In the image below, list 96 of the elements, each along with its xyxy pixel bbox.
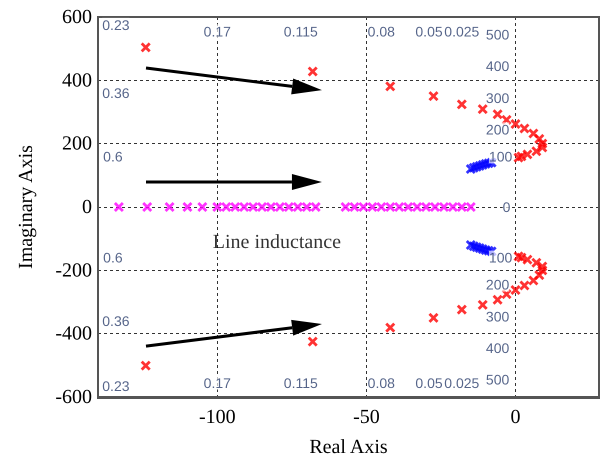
- point: [114, 202, 124, 212]
- y-axis-title: Imaginary Axis: [15, 144, 37, 269]
- y-tick-label: -200: [55, 259, 92, 282]
- point: [430, 202, 440, 212]
- point: [302, 202, 312, 212]
- annotation: 0.08: [368, 374, 396, 391]
- point: [519, 280, 530, 291]
- annotation: 0.6: [103, 250, 123, 266]
- x-axis-title: Real Axis: [309, 436, 388, 458]
- point: [292, 202, 303, 212]
- annotation: 0.23: [102, 378, 130, 394]
- y-tick-label: -400: [55, 322, 92, 345]
- point: [308, 336, 318, 347]
- annotation: 300: [486, 90, 510, 106]
- annotation: 0.05: [415, 23, 443, 40]
- y-tick-label: 200: [62, 132, 92, 155]
- point: [448, 202, 458, 212]
- point: [478, 104, 488, 114]
- point: [466, 202, 476, 212]
- point: [394, 202, 404, 212]
- annotation: 0.23: [102, 16, 130, 33]
- point: [519, 123, 530, 134]
- point: [502, 289, 512, 300]
- point: [358, 202, 368, 212]
- point: [510, 119, 520, 130]
- point: [239, 202, 250, 212]
- point: [257, 202, 268, 212]
- y-tick-label: 0: [82, 196, 92, 218]
- point: [212, 202, 222, 212]
- point: [142, 202, 152, 212]
- point: [510, 284, 520, 295]
- annotation: Line inductance: [212, 230, 342, 253]
- annotation: 0.115: [284, 23, 318, 40]
- annotation: 200: [486, 121, 510, 138]
- point: [513, 251, 524, 262]
- point: [531, 258, 542, 268]
- y-tick-label: 600: [62, 6, 92, 28]
- annotation: 0.115: [284, 374, 318, 391]
- point: [456, 99, 467, 110]
- point: [385, 81, 396, 92]
- point: [164, 202, 175, 212]
- point: [266, 202, 276, 212]
- annotation: 0: [502, 199, 511, 215]
- point: [385, 202, 396, 212]
- point: [230, 202, 240, 212]
- y-tick-label: -600: [55, 386, 92, 408]
- point: [513, 152, 524, 163]
- point: [274, 202, 285, 212]
- point: [310, 202, 321, 212]
- point: [531, 146, 542, 156]
- y-tick-label: 400: [62, 69, 92, 92]
- point: [492, 294, 503, 305]
- point: [140, 360, 151, 371]
- point: [349, 202, 360, 212]
- point: [428, 312, 438, 323]
- point: [438, 202, 449, 212]
- point: [456, 202, 467, 212]
- annotation: 0.025: [444, 374, 480, 391]
- annotation: 0.025: [444, 23, 480, 40]
- point: [428, 91, 438, 102]
- annotation: 400: [486, 340, 510, 356]
- point: [492, 109, 503, 120]
- point: [284, 202, 294, 212]
- point: [478, 300, 488, 310]
- annotation: 500: [486, 26, 510, 42]
- point: [367, 202, 378, 212]
- annotation: 500: [486, 372, 510, 388]
- annotation: 0.17: [204, 374, 232, 391]
- annotation: 100: [488, 148, 512, 164]
- annotation: 200: [486, 276, 510, 293]
- point: [502, 114, 512, 125]
- point: [456, 304, 467, 315]
- annotation: 100: [488, 250, 512, 266]
- point: [182, 202, 192, 212]
- annotation: 0.05: [415, 374, 443, 391]
- point: [197, 202, 208, 212]
- point: [385, 322, 396, 333]
- point: [221, 202, 232, 212]
- point: [412, 202, 422, 212]
- annotation: 0.08: [368, 23, 396, 40]
- point: [340, 202, 351, 212]
- point: [403, 202, 414, 212]
- x-tick-label: -50: [353, 406, 380, 428]
- point: [248, 202, 258, 212]
- point: [421, 202, 432, 212]
- point: [308, 66, 318, 76]
- annotation: 0.36: [102, 85, 130, 101]
- x-tick-label: -100: [198, 406, 236, 428]
- x-tick-label: 0: [510, 406, 520, 428]
- annotation: 0.36: [102, 313, 130, 329]
- annotation: 400: [486, 58, 510, 74]
- point: [140, 42, 151, 52]
- annotation: 0.17: [204, 23, 232, 40]
- annotation: 300: [486, 308, 510, 324]
- point: [376, 202, 386, 212]
- annotation: 0.6: [103, 148, 123, 164]
